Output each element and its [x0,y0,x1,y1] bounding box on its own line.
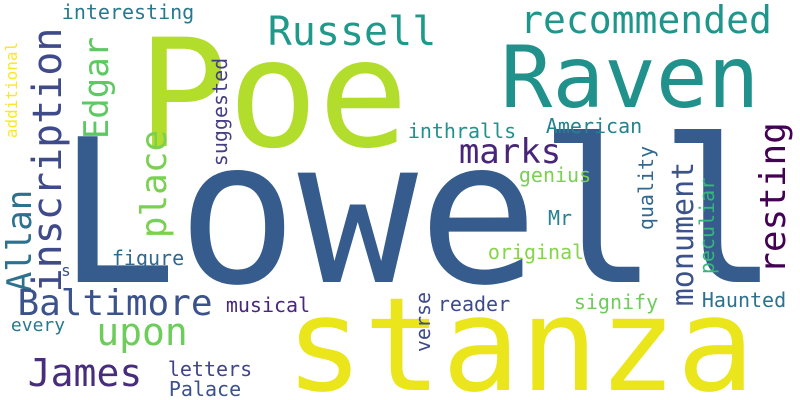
word-allan: Allan [0,189,40,293]
word-mr: Mr [547,206,573,230]
word-figure: figure [111,246,185,270]
word-recommended: recommended [520,0,772,42]
word-resting: resting [753,122,794,274]
word-interesting: interesting [61,0,195,24]
word-upon: upon [96,310,188,354]
word-russell: Russell [267,9,437,55]
word-genius: genius [518,163,592,187]
word-stanza: stanza [285,269,755,400]
word-additional: additional [2,41,21,139]
word-every: every [10,315,66,336]
word-edgar: Edgar [77,36,117,140]
word-original: original [487,240,585,264]
word-musical: musical [225,293,311,317]
word-raven: Raven [500,28,760,128]
word-letters: letters [167,357,253,381]
word-haunted: Haunted [701,288,787,312]
word-s: s [61,261,71,280]
word-james: James [27,351,143,395]
word-signify: signify [573,290,659,314]
word-poe: Poe [137,8,409,182]
word-peculiar: peculiar [695,177,719,275]
word-american: American [545,114,643,138]
word-baltimore: Baltimore [17,283,213,324]
word-marks: marks [458,132,562,172]
word-suggested: suggested [208,57,232,167]
word-palace: Palace [168,377,242,400]
word-inthralls: inthralls [407,119,517,143]
word-place: place [134,129,175,239]
word-verse: verse [411,291,435,353]
word-reader: reader [437,292,511,316]
word-quality: quality [634,145,658,231]
word-lowell: Lowell [56,97,780,330]
